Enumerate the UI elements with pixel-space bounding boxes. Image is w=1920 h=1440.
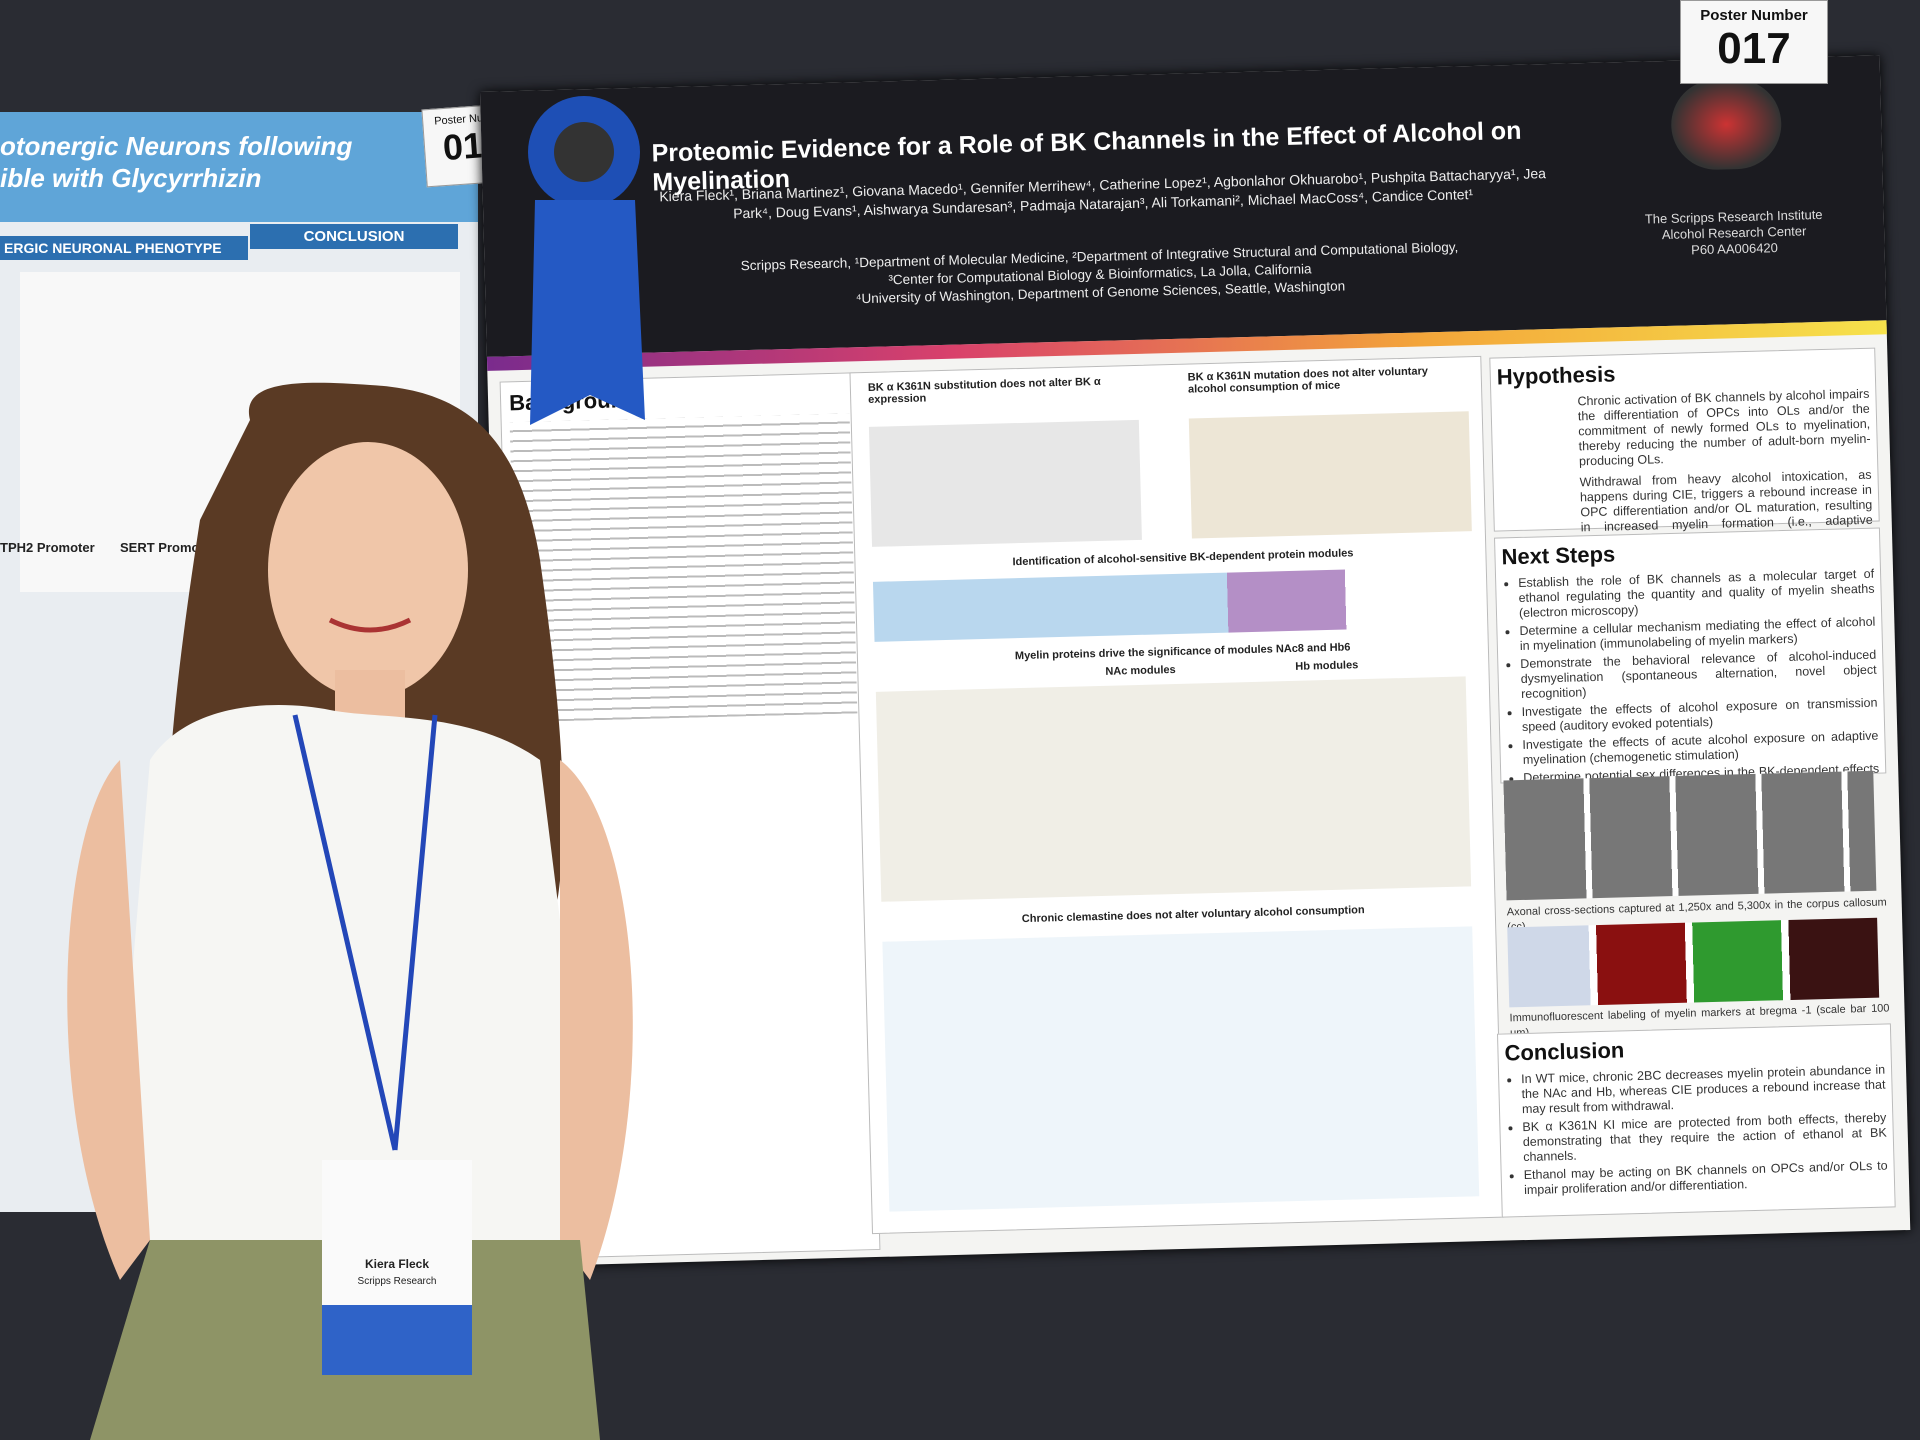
badge-band (322, 1305, 472, 1375)
number-label: Poster Number (1700, 7, 1808, 24)
badge-org: Scripps Research (358, 1276, 437, 1287)
badge-name: Kiera Fleck (365, 1257, 429, 1271)
ribbon (528, 96, 645, 425)
neighbor-title: otonergic Neurons following ible with Gl… (0, 130, 352, 194)
neighbor-header (0, 112, 478, 222)
poster-number-card: Poster Number 017 (1680, 0, 1828, 84)
conclusion-heading: CONCLUSION (250, 224, 458, 249)
title-line: ible with Glycyrrhizin (0, 163, 262, 193)
number: 017 (1717, 24, 1791, 73)
promoter-label: SERT Promoter (120, 540, 217, 555)
promoter-label: TPH2 Promoter (0, 540, 95, 555)
phenotype-heading: ERGIC NEURONAL PHENOTYPE (0, 236, 248, 260)
title-line: otonergic Neurons following (0, 131, 353, 161)
